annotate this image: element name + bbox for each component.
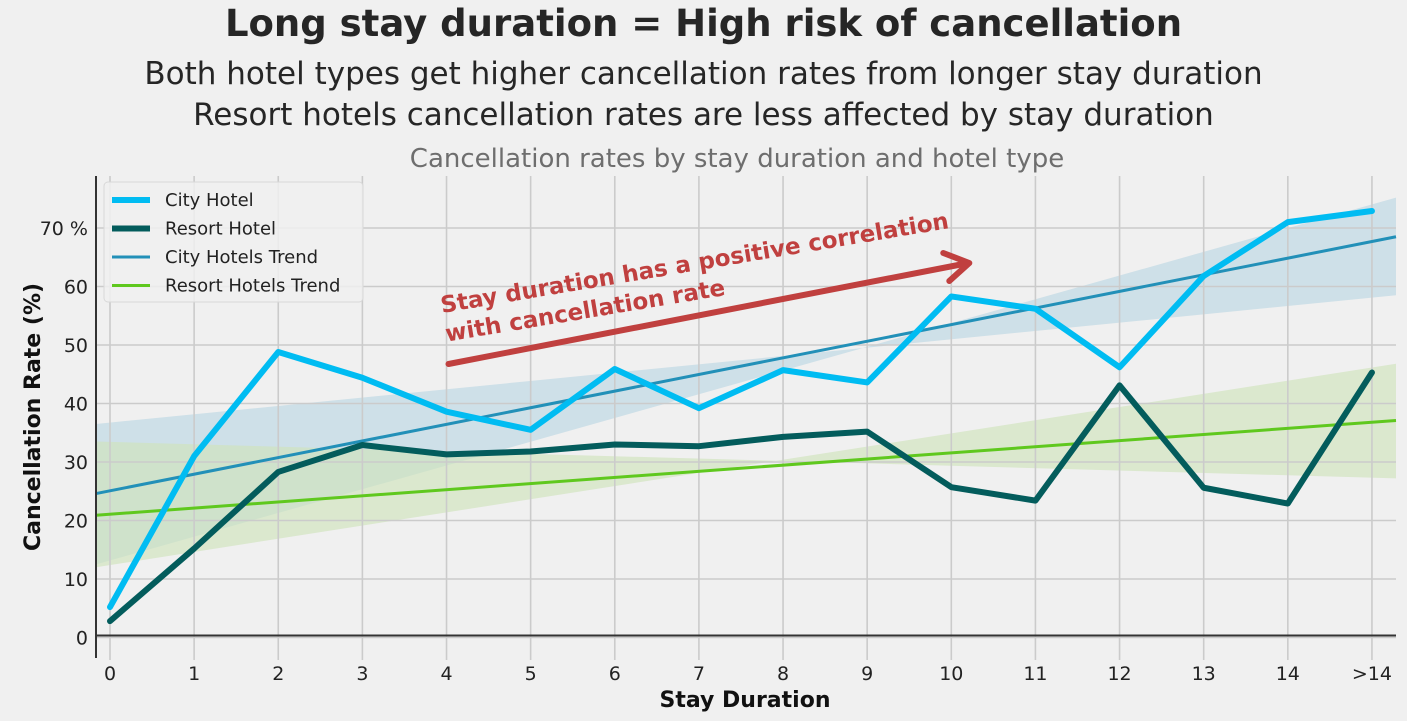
x-tick-label: 3 bbox=[356, 663, 368, 685]
x-tick-label: 12 bbox=[1107, 663, 1131, 685]
legend: City Hotel Resort Hotel City Hotels Trend R… bbox=[103, 181, 364, 303]
y-tick-label: 0 bbox=[76, 628, 88, 650]
x-tick-label: 5 bbox=[525, 663, 537, 685]
x-tick-label: 1 bbox=[188, 663, 200, 685]
x-tick-label: 4 bbox=[440, 663, 452, 685]
chart-title: Cancellation rates by stay duration and … bbox=[410, 144, 1064, 174]
x-tick-label: 6 bbox=[609, 663, 621, 685]
series-line-city-hotel bbox=[107, 208, 1375, 611]
y-tick-label: 70 % bbox=[40, 218, 88, 240]
confidence-band-resort bbox=[96, 363, 1396, 568]
x-tick-label: 2 bbox=[272, 663, 284, 685]
x-tick-label: 11 bbox=[1023, 663, 1047, 685]
subtitle-line-1: Both hotel types get higher cancellation… bbox=[144, 56, 1263, 92]
x-tick-label: 7 bbox=[693, 663, 705, 685]
x-tick-label: 13 bbox=[1192, 663, 1216, 685]
y-tick-label: 30 bbox=[64, 452, 88, 474]
legend-box bbox=[103, 181, 364, 303]
x-tick-label: 10 bbox=[939, 663, 963, 685]
series-line-resort-hotel bbox=[107, 369, 1375, 625]
x-tick-label: 9 bbox=[861, 663, 873, 685]
x-tick-label: 14 bbox=[1276, 663, 1300, 685]
legend-label: City Hotels Trend bbox=[165, 247, 318, 268]
legend-label: Resort Hotels Trend bbox=[165, 276, 340, 297]
x-axis-label: Stay Duration bbox=[660, 688, 831, 713]
trend-line-resort bbox=[95, 418, 1397, 517]
y-tick-label: 40 bbox=[64, 394, 88, 416]
y-tick-label: 20 bbox=[64, 511, 88, 533]
legend-label: Resort Hotel bbox=[165, 219, 276, 240]
y-axis-label: Cancellation Rate (%) bbox=[21, 283, 46, 551]
legend-label: City Hotel bbox=[165, 190, 254, 211]
annotation-arrow bbox=[445, 261, 967, 367]
subtitle-line-2: Resort hotels cancellation rates are les… bbox=[193, 97, 1214, 133]
annotation-arrow-head bbox=[940, 250, 973, 284]
trend-line-city bbox=[95, 235, 1397, 496]
x-tick-label: 0 bbox=[104, 663, 116, 685]
x-tick-label: >14 bbox=[1352, 663, 1392, 685]
y-tick-label: 10 bbox=[64, 569, 88, 591]
x-tick-label: 8 bbox=[777, 663, 789, 685]
y-tick-label: 50 bbox=[64, 335, 88, 357]
y-tick-label: 60 bbox=[64, 277, 88, 299]
confidence-band-city bbox=[96, 197, 1396, 565]
page-title: Long stay duration = High risk of cancel… bbox=[224, 2, 1183, 45]
